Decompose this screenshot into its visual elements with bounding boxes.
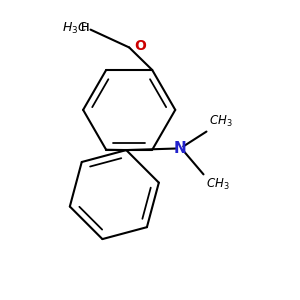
Text: $CH_3$: $CH_3$ [206, 177, 230, 192]
Text: $H_3C$: $H_3C$ [61, 21, 88, 36]
Text: H: H [81, 23, 89, 33]
Text: H: H [81, 23, 89, 33]
Text: N: N [173, 141, 186, 156]
Text: O: O [134, 39, 146, 53]
Text: $CH_3$: $CH_3$ [209, 114, 233, 129]
